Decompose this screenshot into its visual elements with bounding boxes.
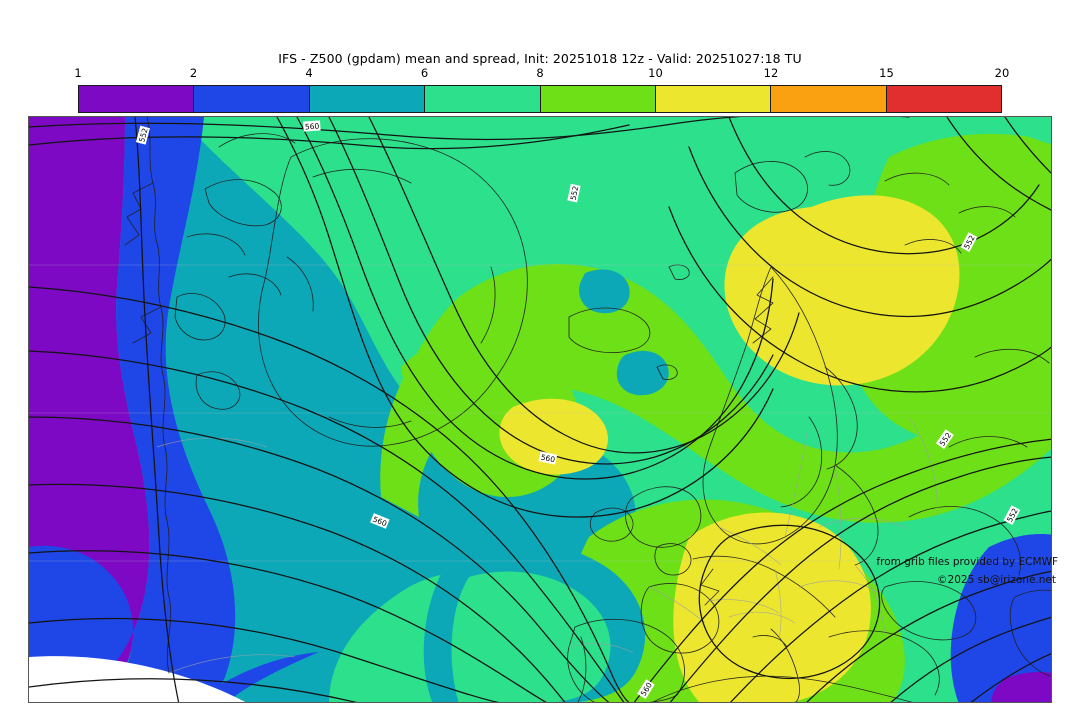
colorbar-band-12-15 (771, 86, 887, 112)
credit-copyright: ©2025 sb@irizone.net (937, 574, 1056, 586)
colorbar-band-4-6 (309, 86, 426, 112)
colorbar-tick-20: 20 (994, 66, 1010, 80)
colorbar-tick-10: 10 (648, 66, 663, 80)
colorbar-band-6-8 (425, 86, 541, 112)
colorbar-tick-2: 2 (189, 66, 198, 80)
contour-label-560-1: 560 (303, 120, 321, 132)
colorbar-band-10-12 (655, 86, 772, 112)
map-canvas (29, 117, 1051, 702)
colorbar-bands (78, 85, 1002, 113)
page-title: IFS - Z500 (gpdam) mean and spread, Init… (278, 51, 802, 66)
colorbar-band-2-4 (194, 86, 310, 112)
colorbar-tick-15: 15 (879, 66, 894, 80)
colorbar-tick-6: 6 (420, 66, 429, 80)
colorbar-tick-8: 8 (536, 66, 544, 80)
colorbar-band-1-2 (79, 86, 195, 112)
colorbar-band-8-10 (540, 86, 656, 112)
colorbar: 1 2 4 6 8 10 12 15 20 (74, 66, 1009, 113)
colorbar-tick-1: 1 (74, 66, 82, 80)
colorbar-band-15-20 (886, 86, 1001, 112)
map-panel[interactable]: 552 560 552 560 560 552 552 552 560 (28, 116, 1052, 703)
credit-source: from grib files provided by ECMWF (876, 556, 1058, 568)
colorbar-tick-4: 4 (305, 66, 313, 80)
colorbar-tick-12: 12 (763, 66, 779, 80)
colorbar-tick-labels: 1 2 4 6 8 10 12 15 20 (74, 66, 1009, 82)
